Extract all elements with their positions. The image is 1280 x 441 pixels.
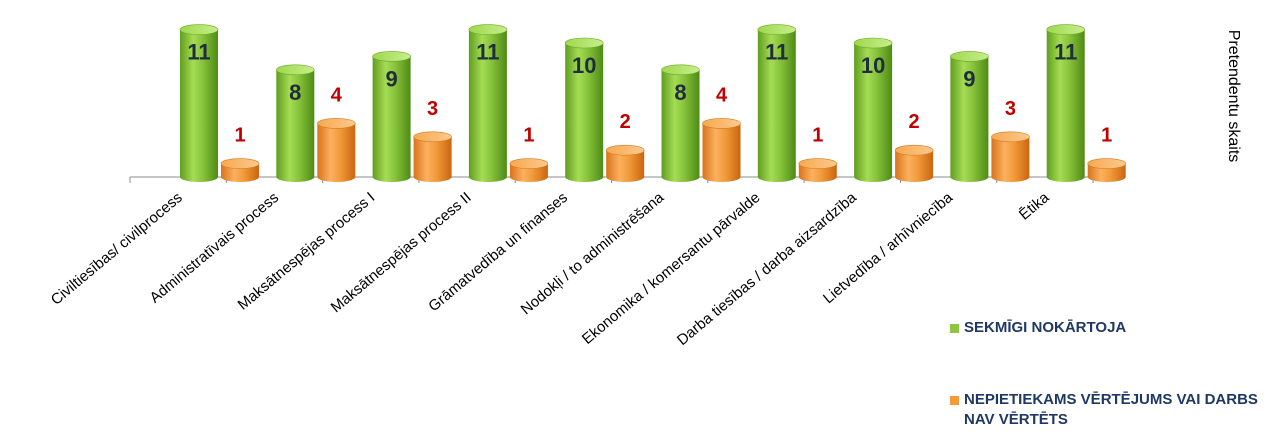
bar-passed: [179, 24, 219, 182]
data-label-failed: 1: [234, 125, 245, 147]
bar-failed: [316, 118, 356, 182]
data-label-failed: 1: [1101, 125, 1112, 147]
bar-failed: [413, 131, 452, 182]
data-label-passed: 8: [289, 80, 301, 105]
category-label: Darba tiesības / darba aizsardzība: [674, 189, 860, 349]
data-label-failed: 4: [331, 84, 343, 106]
data-label-failed: 1: [523, 125, 534, 147]
legend-label-failed: NEPIETIEKAMS VĒRTĒJUMS VAI DARBS NAV VĒR…: [964, 391, 1258, 428]
legend-label-passed: SEKMĪGI NOKĀRTOJA: [964, 319, 1127, 336]
data-label-failed: 2: [909, 111, 920, 133]
bar-passed: [372, 51, 411, 182]
data-label-passed: 11: [1054, 40, 1077, 65]
bar-passed: [950, 51, 989, 182]
data-label-failed: 1: [812, 125, 823, 147]
bar-failed: [702, 118, 741, 182]
data-label-passed: 11: [187, 40, 210, 65]
data-label-passed: 10: [861, 53, 885, 78]
data-label-passed: 9: [385, 66, 397, 91]
category-label: Ētika: [1016, 189, 1053, 224]
bar-passed: [757, 24, 797, 182]
legend-item-passed: SEKMĪGI NOKĀRTOJA: [950, 318, 1270, 338]
data-label-passed: 8: [674, 80, 686, 105]
bar-failed: [1087, 158, 1126, 182]
legend-item-failed: NEPIETIEKAMS VĒRTĒJUMS VAI DARBS NAV VĒR…: [950, 390, 1270, 430]
bar-failed: [991, 131, 1030, 182]
data-label-failed: 2: [620, 111, 631, 133]
bar-passed: [275, 64, 315, 182]
category-label: Ekonomika / komersantu pārvalde: [579, 189, 764, 348]
data-label-failed: 4: [716, 84, 728, 106]
bar-passed: [853, 37, 893, 182]
bar-passed: [1046, 24, 1085, 182]
legend-swatch-orange: [950, 396, 959, 405]
bar-passed: [468, 24, 508, 182]
data-label-failed: 3: [427, 98, 438, 120]
y-axis-label: Pretendentu skaits: [1225, 30, 1242, 163]
bar-failed: [798, 158, 838, 182]
bar-passed: [661, 64, 700, 182]
legend-swatch-green: [950, 324, 959, 333]
bar-passed: [564, 37, 604, 182]
bar-failed: [605, 144, 645, 182]
data-label-passed: 11: [765, 40, 788, 65]
bar-failed: [509, 158, 549, 183]
data-label-passed: 10: [572, 53, 596, 78]
data-label-passed: 11: [476, 40, 499, 65]
bar-failed: [894, 144, 934, 182]
bar-failed: [220, 158, 260, 182]
data-label-failed: 3: [1005, 98, 1016, 120]
data-label-passed: 9: [963, 66, 975, 91]
